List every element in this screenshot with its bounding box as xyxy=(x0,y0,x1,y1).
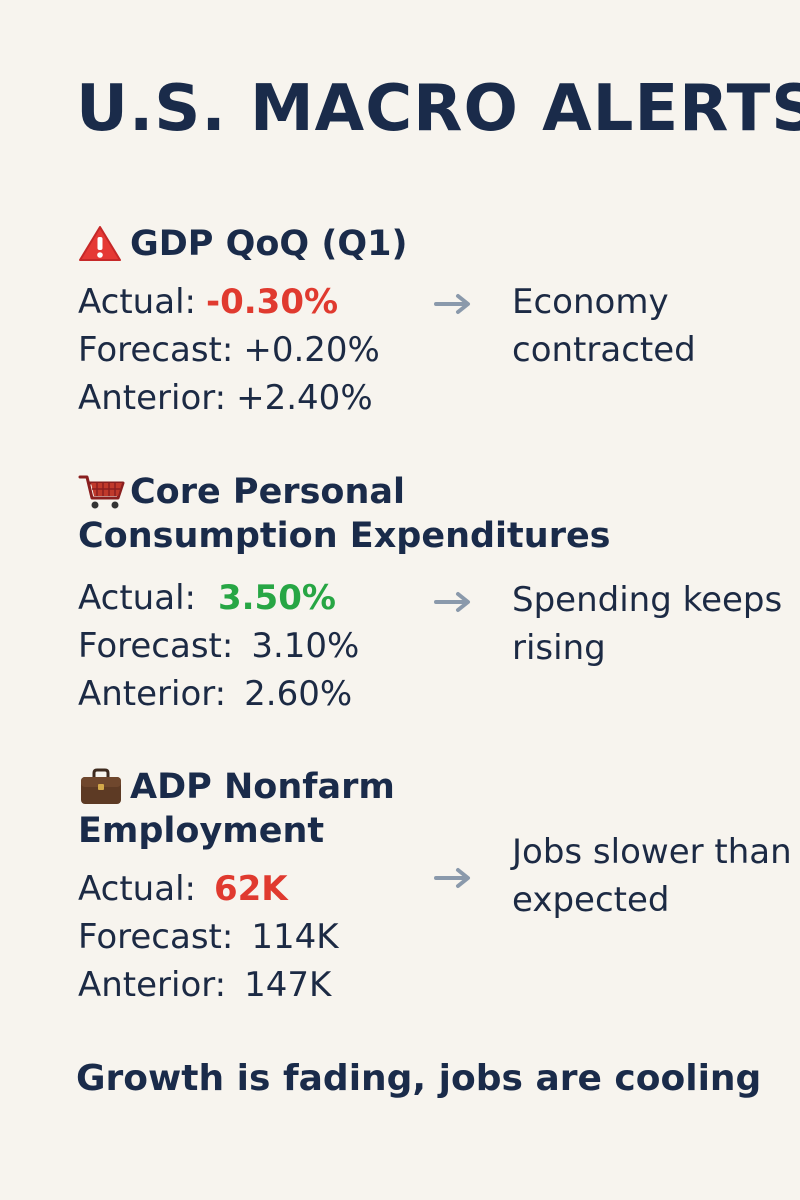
forecast-row: Forecast: 114K xyxy=(78,913,778,961)
section-title: GDP QoQ (Q1) xyxy=(78,222,778,266)
note-text: Jobs slower than expected xyxy=(512,832,792,920)
section-title-text: GDP QoQ (Q1) xyxy=(130,224,408,264)
core-pce-note: Spending keeps rising xyxy=(434,576,792,672)
actual-value: -0.30% xyxy=(205,282,339,322)
forecast-label: Forecast: xyxy=(78,626,234,666)
anterior-row: Anterior: 147K xyxy=(78,961,778,1009)
page-title: U.S. MACRO ALERTS xyxy=(76,72,800,146)
forecast-label: Forecast: xyxy=(78,330,234,370)
forecast-label: Forecast: xyxy=(78,917,234,957)
forecast-row: Forecast: +0.20% xyxy=(78,326,778,374)
adp-section: ADP Nonfarm Employment Actual: 62K Foreca… xyxy=(78,765,778,1009)
section-title-line2: Consumption Expenditures xyxy=(78,516,611,556)
briefcase-icon xyxy=(78,765,130,809)
section-title-line1: Core Personal xyxy=(130,472,405,512)
footer-summary: Growth is fading, jobs are cooling xyxy=(76,1058,762,1099)
actual-value: 3.50% xyxy=(217,578,336,618)
arrow-right-icon xyxy=(434,592,470,612)
anterior-label: Anterior: xyxy=(78,674,227,714)
actual-label: Actual: xyxy=(78,282,196,322)
actual-row: Actual: 62K xyxy=(78,865,778,913)
section-title: ADP Nonfarm Employment xyxy=(78,765,778,853)
anterior-row: Anterior: 2.60% xyxy=(78,670,778,718)
actual-row: Actual: 3.50% xyxy=(78,574,778,622)
arrow-right-icon xyxy=(434,868,470,888)
anterior-value: 2.60% xyxy=(244,674,353,714)
anterior-row: Anterior: +2.40% xyxy=(78,374,778,422)
section-title-line1: ADP Nonfarm xyxy=(130,767,395,807)
actual-label: Actual: xyxy=(78,578,196,618)
forecast-row: Forecast: 3.10% xyxy=(78,622,778,670)
anterior-label: Anterior: xyxy=(78,378,227,418)
section-title: Core Personal Consumption Expenditures xyxy=(78,470,778,558)
note-text: Spending keeps rising xyxy=(512,580,783,668)
anterior-value: +2.40% xyxy=(236,378,373,418)
warning-triangle-icon xyxy=(78,222,130,266)
note-text: Economy contracted xyxy=(512,282,696,370)
forecast-value: +0.20% xyxy=(243,330,380,370)
anterior-value: 147K xyxy=(244,965,332,1005)
gdp-section: GDP QoQ (Q1) Actual: -0.30% Forecast: +0.2… xyxy=(78,222,778,422)
shopping-cart-icon xyxy=(78,470,130,514)
anterior-label: Anterior: xyxy=(78,965,227,1005)
forecast-value: 3.10% xyxy=(251,626,360,666)
gdp-note: Economy contracted xyxy=(434,278,792,374)
actual-value: 62K xyxy=(213,869,288,909)
actual-label: Actual: xyxy=(78,869,196,909)
actual-row: Actual: -0.30% xyxy=(78,278,778,326)
core-pce-section: Core Personal Consumption Expenditures A… xyxy=(78,470,778,718)
section-title-line2: Employment xyxy=(78,811,325,851)
arrow-right-icon xyxy=(434,294,470,314)
adp-note: Jobs slower than expected xyxy=(434,828,792,924)
forecast-value: 114K xyxy=(251,917,339,957)
